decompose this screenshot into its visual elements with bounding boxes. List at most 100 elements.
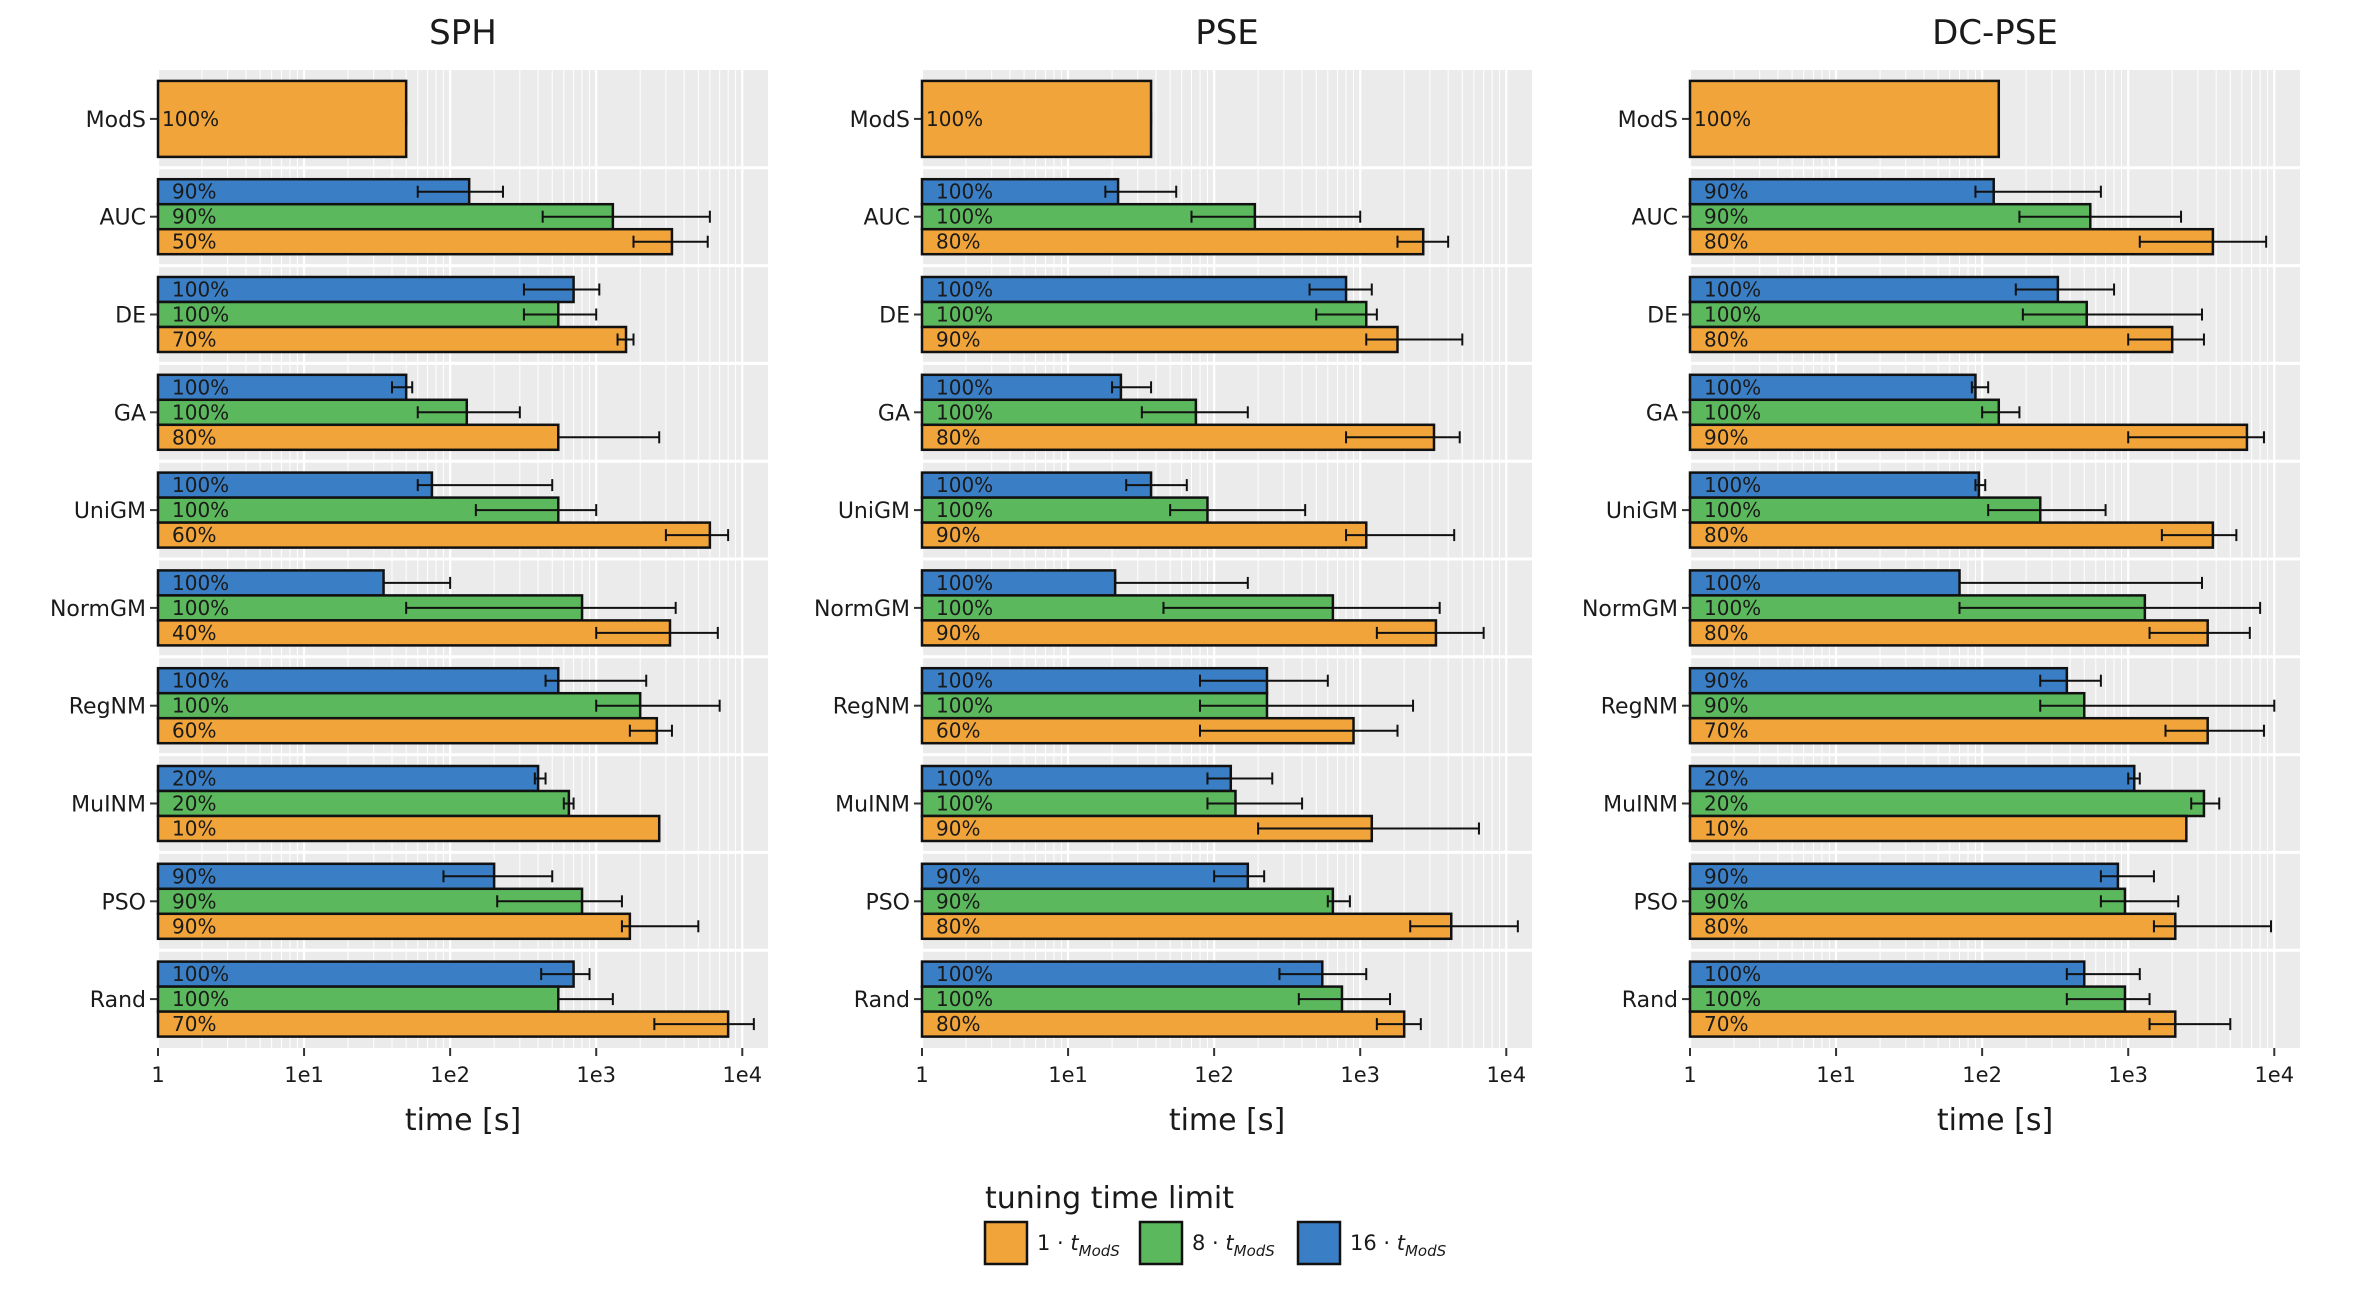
bar-t1	[1688, 619, 2209, 647]
category-label: MuINM	[835, 793, 910, 818]
category-label: Rand	[1622, 988, 1678, 1013]
bar-percent-label: 100%	[1704, 400, 1761, 424]
bar-t1	[156, 619, 672, 647]
bar-t1	[156, 227, 674, 256]
category-label: PSO	[1633, 890, 1678, 915]
bar-percent-label: 90%	[936, 523, 980, 547]
category-label: MuINM	[1603, 793, 1678, 818]
bar-t1	[1688, 716, 2209, 745]
bar-percent-label: 100%	[926, 107, 983, 131]
bar-percent-label: 90%	[172, 180, 216, 204]
bar-percent-label: 60%	[172, 719, 216, 743]
panel-title: SPH	[429, 13, 497, 53]
bar-percent-label: 70%	[1704, 719, 1748, 743]
category-label: MuINM	[71, 793, 146, 818]
legend-swatch-t1	[983, 1220, 1029, 1266]
legend-title: tuning time limit	[985, 1181, 1234, 1216]
bar-percent-label: 20%	[172, 767, 216, 791]
category-label: AUC	[863, 206, 910, 231]
bar-t1	[920, 912, 1453, 941]
bar-t1	[1688, 1010, 2177, 1038]
bar-percent-label: 100%	[936, 571, 993, 595]
bar-t1	[920, 227, 1425, 256]
bar-percent-label: 70%	[172, 1012, 216, 1036]
bar-percent-label: 80%	[936, 1012, 980, 1036]
bar-percent-label: 50%	[172, 230, 216, 254]
category-label: UniGM	[1606, 499, 1678, 524]
bar-percent-label: 100%	[1704, 962, 1761, 986]
bar-t1	[156, 79, 408, 159]
legend-label-t8: 8 · tModS	[1192, 1231, 1275, 1260]
panel-title: DC-PSE	[1932, 13, 2058, 53]
bar-percent-label: 100%	[936, 987, 993, 1011]
bar-percent-label: 80%	[1704, 328, 1748, 352]
category-label: Rand	[854, 988, 910, 1013]
bar-percent-label: 100%	[936, 205, 993, 229]
x-tick-label: 1e1	[284, 1063, 324, 1087]
bar-t16	[920, 275, 1348, 304]
bar-percent-label: 20%	[1704, 792, 1748, 816]
category-label: NormGM	[1582, 597, 1678, 622]
x-tick-label: 1	[151, 1063, 164, 1087]
bar-percent-label: 70%	[1704, 1012, 1748, 1036]
category-label: RegNM	[833, 695, 910, 720]
x-tick-label: 1e2	[1194, 1063, 1234, 1087]
bar-percent-label: 60%	[936, 719, 980, 743]
bar-t1	[156, 814, 661, 843]
bar-percent-label: 100%	[936, 473, 993, 497]
bar-percent-label: 100%	[936, 400, 993, 424]
bar-percent-label: 100%	[172, 473, 229, 497]
x-tick-label: 1	[1683, 1063, 1696, 1087]
bar-t16	[920, 373, 1123, 402]
bar-t1	[156, 912, 632, 941]
bar-percent-label: 100%	[1704, 596, 1761, 620]
bar-percent-label: 100%	[936, 767, 993, 791]
bar-percent-label: 80%	[1704, 523, 1748, 547]
bar-t1	[1688, 912, 2177, 941]
bar-t16	[1688, 960, 2086, 988]
x-axis-label: time [s]	[1169, 1103, 1285, 1138]
bar-percent-label: 90%	[1704, 180, 1748, 204]
x-tick-label: 1e4	[2254, 1063, 2294, 1087]
category-label: RegNM	[1601, 695, 1678, 720]
category-label: AUC	[99, 206, 146, 231]
bar-t1	[156, 1010, 730, 1038]
bar-t1	[156, 325, 628, 354]
category-label: PSO	[865, 890, 910, 915]
bar-percent-label: 70%	[172, 328, 216, 352]
bar-percent-label: 90%	[172, 914, 216, 938]
bar-percent-label: 100%	[936, 303, 993, 327]
legend-label-sub: ModS	[1234, 1242, 1276, 1260]
bar-percent-label: 100%	[936, 180, 993, 204]
bar-percent-label: 80%	[1704, 230, 1748, 254]
bar-percent-label: 80%	[936, 914, 980, 938]
bar-percent-label: 80%	[172, 425, 216, 449]
x-tick-label: 1e2	[1962, 1063, 2002, 1087]
bar-t1	[156, 423, 560, 452]
category-label: UniGM	[838, 499, 910, 524]
category-label: DE	[115, 304, 146, 329]
legend-label-sub: ModS	[1405, 1242, 1447, 1260]
bar-t8	[920, 300, 1368, 329]
x-tick-label: 1e3	[1340, 1063, 1380, 1087]
bar-t16	[1688, 177, 1995, 206]
bar-t1	[1688, 227, 2215, 256]
category-label: NormGM	[814, 597, 910, 622]
category-label: Rand	[90, 988, 146, 1013]
bar-percent-label: 100%	[1704, 498, 1761, 522]
x-tick-label: 1e4	[722, 1063, 762, 1087]
x-axis-label: time [s]	[1937, 1103, 2053, 1138]
bar-percent-label: 20%	[1704, 767, 1748, 791]
x-tick-label: 1e3	[2108, 1063, 2148, 1087]
bar-percent-label: 100%	[1704, 278, 1761, 302]
bar-t8	[1688, 789, 2206, 818]
bar-t1	[1688, 79, 2001, 159]
bar-percent-label: 90%	[936, 328, 980, 352]
bar-percent-label: 90%	[1704, 669, 1748, 693]
bar-percent-label: 90%	[936, 817, 980, 841]
bar-percent-label: 90%	[1704, 864, 1748, 888]
bar-percent-label: 100%	[936, 596, 993, 620]
legend-swatch-t16	[1296, 1220, 1342, 1266]
